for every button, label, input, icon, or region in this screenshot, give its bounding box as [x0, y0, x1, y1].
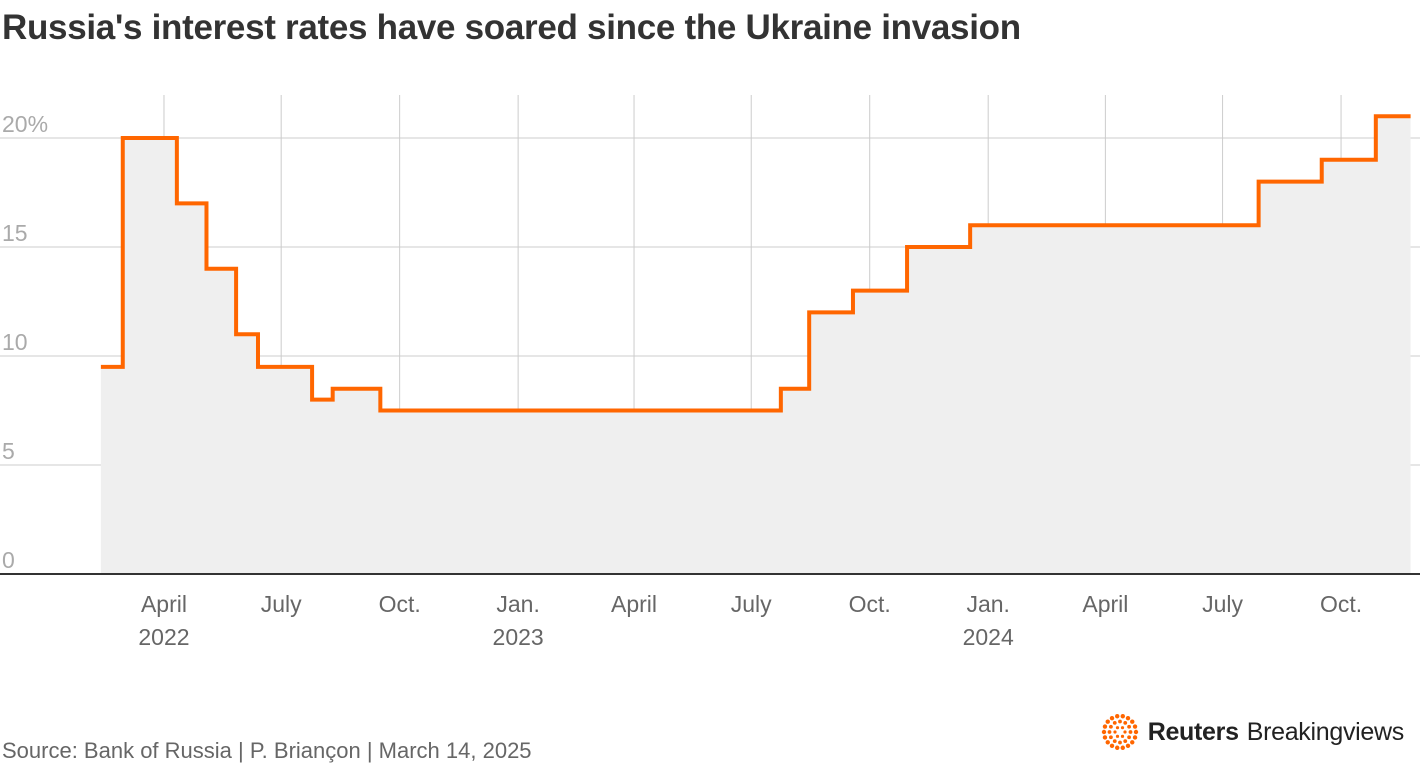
x-tick-label: Jan. [496, 591, 539, 617]
x-tick-year-label: 2023 [493, 624, 544, 650]
x-tick-label: Oct. [379, 591, 421, 617]
logo-dot [1115, 734, 1119, 738]
y-tick-label: 5 [2, 438, 15, 464]
logo-dot [1102, 735, 1107, 740]
logo-dot [1109, 715, 1114, 721]
y-tick-label: 0 [2, 547, 15, 573]
logo-dot [1126, 735, 1131, 740]
x-tick-label: July [731, 591, 772, 617]
logo-dot [1123, 739, 1127, 743]
y-tick-label: 20% [2, 111, 48, 137]
reuters-dot-ring-icon [1101, 714, 1138, 750]
logo-dot [1129, 740, 1135, 745]
x-tick-year-label: 2024 [963, 624, 1014, 650]
logo-dot [1109, 743, 1114, 749]
x-tick-label: April [1082, 591, 1128, 617]
rate-step-line [100, 114, 1411, 413]
logo-dot [1108, 735, 1113, 740]
logo-dot [1126, 724, 1131, 729]
logo-dot [1114, 714, 1120, 719]
brand-name: Reuters [1147, 717, 1239, 746]
logo-dot [1132, 724, 1137, 729]
source-note: Source: Bank of Russia | P. Briançon | M… [2, 738, 532, 763]
logo-dot [1125, 715, 1130, 721]
logo-dot [1101, 729, 1106, 735]
logo-dot [1132, 735, 1137, 740]
x-tick-label: Oct. [849, 591, 891, 617]
logo-dot [1113, 730, 1117, 734]
x-tick-label: April [611, 591, 657, 617]
brand-logo: Reuters Breakingviews [1100, 712, 1404, 752]
logo-dot [1133, 729, 1138, 735]
x-tick-label: Oct. [1320, 591, 1362, 617]
rate-area-fill [100, 116, 1411, 574]
logo-dot [1105, 719, 1110, 724]
chart: 0 5 10 15 20% April 2022 July Oct. Jan. 2023 April J… [0, 95, 1420, 650]
x-tick-label: April [141, 591, 187, 617]
x-tick-year-label: 2022 [138, 624, 189, 650]
logo-dot [1112, 721, 1117, 725]
logo-dot [1108, 724, 1113, 729]
logo-dot [1123, 730, 1127, 734]
axis-labels: 0 5 10 15 20% April 2022 July Oct. Jan. 2023 April J… [2, 111, 1362, 650]
logo-dot [1102, 724, 1107, 729]
logo-dot [1128, 730, 1133, 734]
logo-dot [1117, 740, 1122, 745]
logo-dot [1123, 721, 1127, 725]
logo-dot [1125, 743, 1130, 749]
chart-title: Russia's interest rates have soared sinc… [2, 8, 1021, 47]
x-tick-label: Jan. [966, 591, 1009, 617]
logo-dot [1112, 739, 1117, 743]
logo-dot [1120, 745, 1125, 750]
y-tick-label: 10 [2, 329, 28, 355]
logo-dot [1120, 726, 1124, 730]
x-tick-label: July [261, 591, 302, 617]
logo-dot [1120, 734, 1124, 738]
logo-dot [1114, 745, 1120, 750]
logo-dot [1129, 719, 1135, 724]
logo-dot [1120, 714, 1125, 719]
brand-subname: Breakingviews [1246, 717, 1405, 746]
logo-dot [1107, 730, 1112, 734]
logo-dot [1115, 726, 1119, 730]
x-tick-label: July [1202, 591, 1243, 617]
logo-dot [1105, 740, 1110, 745]
y-tick-label: 15 [2, 220, 28, 246]
logo-dot [1117, 719, 1122, 724]
